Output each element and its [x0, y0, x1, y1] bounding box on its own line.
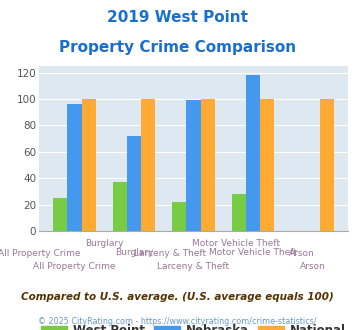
Bar [186, 100, 201, 231]
Text: All Property Crime: All Property Crime [0, 249, 80, 258]
Bar [320, 99, 334, 231]
Bar [127, 136, 141, 231]
Text: Property Crime Comparison: Property Crime Comparison [59, 40, 296, 54]
Text: Larceny & Theft: Larceny & Theft [135, 249, 207, 258]
Text: © 2025 CityRating.com - https://www.cityrating.com/crime-statistics/: © 2025 CityRating.com - https://www.city… [38, 317, 317, 326]
Text: Burglary: Burglary [86, 239, 124, 248]
Bar [201, 99, 215, 231]
Text: Compared to U.S. average. (U.S. average equals 100): Compared to U.S. average. (U.S. average … [21, 292, 334, 302]
Text: Arson: Arson [289, 249, 315, 258]
Bar [67, 104, 82, 231]
Legend: West Point, Nebraska, National: West Point, Nebraska, National [36, 319, 351, 330]
Bar [260, 99, 274, 231]
Text: Larceny & Theft: Larceny & Theft [157, 262, 230, 271]
Bar [113, 182, 127, 231]
Bar [53, 198, 67, 231]
Text: 2019 West Point: 2019 West Point [107, 10, 248, 25]
Text: Arson: Arson [300, 262, 325, 271]
Bar [141, 99, 155, 231]
Text: Burglary: Burglary [115, 248, 153, 257]
Text: All Property Crime: All Property Crime [33, 262, 116, 271]
Bar [172, 202, 186, 231]
Bar [82, 99, 96, 231]
Bar [246, 75, 260, 231]
Text: Motor Vehicle Theft: Motor Vehicle Theft [209, 248, 297, 257]
Text: Motor Vehicle Theft: Motor Vehicle Theft [192, 239, 280, 248]
Bar [231, 194, 246, 231]
